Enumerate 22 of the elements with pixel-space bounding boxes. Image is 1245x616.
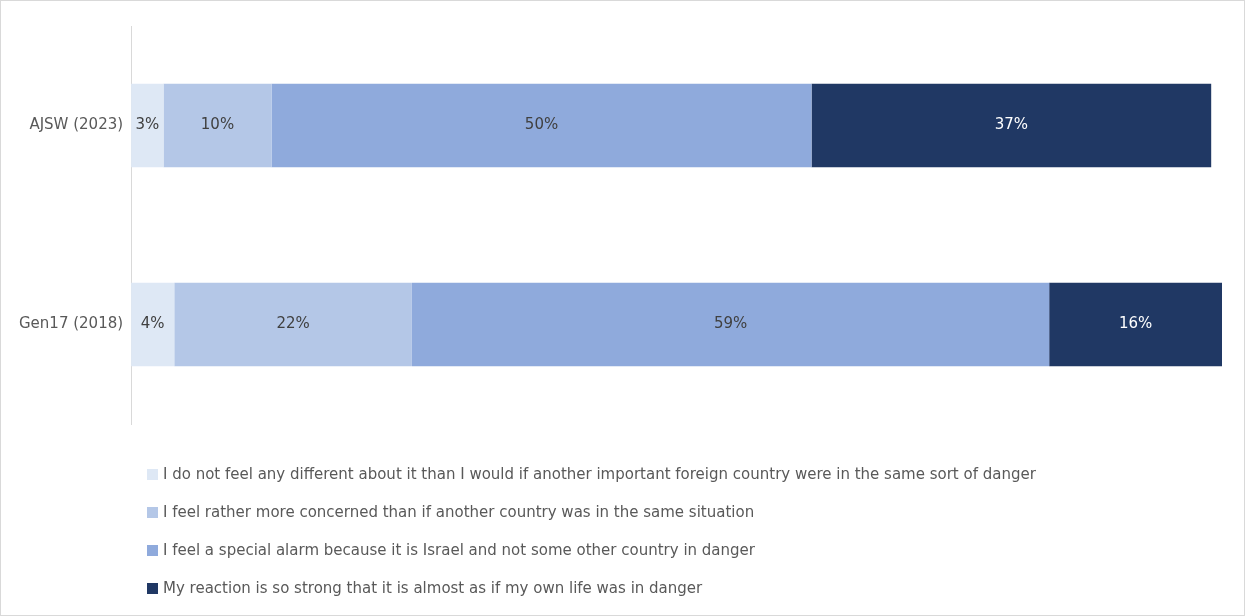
data-label: 50% — [524, 115, 559, 134]
legend-label: I do not feel any different about it than I would if another important foreign country were in the same sort of danger — [163, 465, 1036, 483]
data-label: 59% — [713, 314, 748, 333]
legend-label: I feel a special alarm because it is Israel and not some other country in danger — [163, 541, 755, 559]
data-label: 16% — [1118, 314, 1153, 333]
data-label: 22% — [276, 314, 310, 333]
data-label: 37% — [994, 115, 1029, 134]
y-tick-label: AJSW (2023) — [29, 115, 124, 134]
data-label: 10% — [200, 115, 235, 134]
data-label: 4% — [140, 314, 165, 333]
bar — [271, 83, 812, 168]
bar — [811, 83, 1212, 168]
data-label: 3% — [135, 115, 160, 134]
bar — [131, 83, 164, 168]
bar — [163, 83, 272, 168]
legend-label: My reaction is so strong that it is almost as if my own life was in danger — [163, 579, 703, 597]
y-tick-label: Gen17 (2018) — [19, 314, 124, 333]
bar — [174, 282, 412, 367]
bar — [411, 282, 1050, 367]
bar — [131, 282, 175, 367]
bar — [1049, 282, 1222, 367]
legend-label: I feel rather more concerned than if another country was in the same situation — [163, 503, 755, 521]
